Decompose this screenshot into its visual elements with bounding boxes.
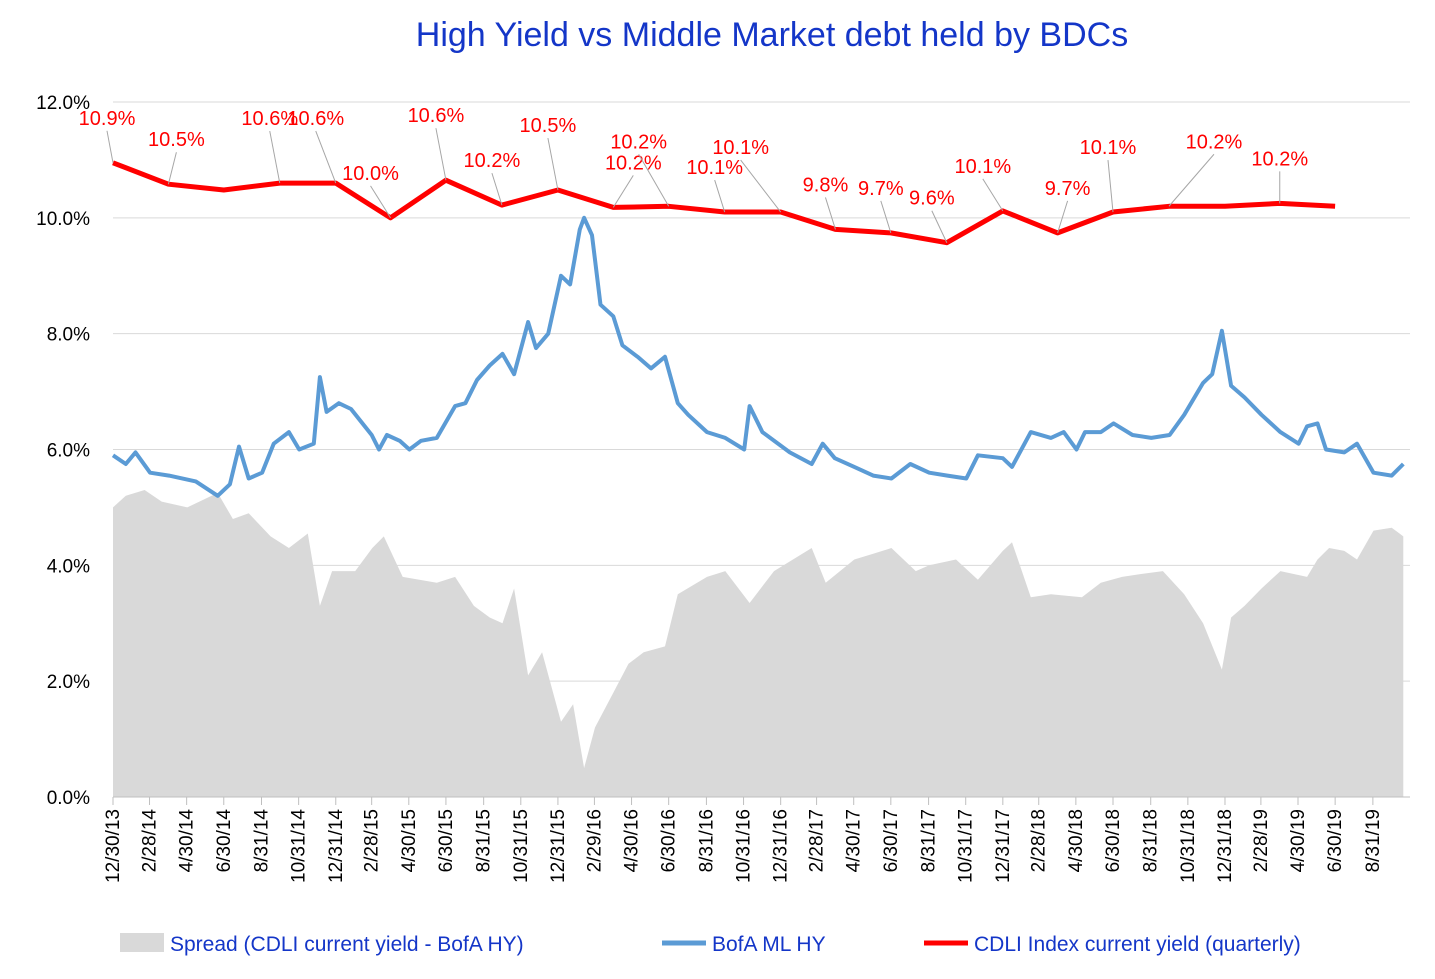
data-label-leader: [931, 210, 948, 243]
data-label: 10.2%: [610, 131, 667, 153]
legend-label-spread: Spread (CDLI current yield - BofA HY): [170, 933, 524, 956]
data-label: 10.9%: [79, 108, 136, 130]
y-axis: 0.0% 2.0% 4.0% 6.0% 8.0% 10.0% 12.0%: [36, 93, 90, 809]
data-label-leader: [370, 185, 391, 219]
spread-area: [113, 490, 1404, 797]
x-tick-label: 8/31/18: [1141, 809, 1162, 872]
data-label: 10.1%: [712, 137, 769, 159]
y-tick-label: 2.0%: [47, 672, 90, 693]
x-tick-label: 10/31/14: [289, 809, 310, 883]
hy-line: [111, 215, 1405, 498]
x-tick-label: 4/30/18: [1066, 809, 1087, 872]
data-label-layer: 10.9%10.5%10.6%10.6%10.0%10.6%10.2%10.5%…: [79, 105, 1308, 243]
x-tick-label: 12/31/17: [993, 809, 1014, 883]
data-label: 9.8%: [803, 174, 849, 196]
data-label: 9.6%: [909, 188, 955, 210]
x-tick-label: 8/31/16: [696, 809, 717, 872]
x-tick-label: 8/31/14: [252, 809, 273, 873]
data-label-leader: [824, 197, 836, 230]
legend: Spread (CDLI current yield - BofA HY) Bo…: [120, 933, 1301, 956]
x-axis: 12/30/13 2/28/14 4/30/14 6/30/14 8/31/14 10/3…: [103, 796, 1410, 883]
hy-line-layer: [111, 215, 1405, 498]
x-tick-label: 10/31/15: [511, 809, 532, 883]
data-label-leader: [638, 154, 670, 207]
data-label-leader: [1107, 159, 1114, 213]
y-tick-label: 0.0%: [47, 788, 90, 809]
x-tick-label: 12/31/16: [771, 809, 792, 883]
data-label-leader: [547, 137, 559, 191]
data-label-leader: [491, 172, 503, 206]
data-label: 9.7%: [858, 178, 904, 200]
data-label-leader: [1057, 200, 1069, 234]
data-label: 10.1%: [686, 157, 743, 179]
x-tick-label: 12/30/13: [103, 809, 124, 883]
data-label-leader: [167, 152, 177, 185]
x-tick-label: 4/30/14: [177, 809, 198, 873]
data-label: 10.1%: [954, 156, 1011, 178]
data-label-leader: [1168, 153, 1215, 207]
data-label-leader: [740, 159, 782, 213]
x-tick-label: 8/31/17: [919, 809, 940, 872]
y-tick-label: 6.0%: [47, 441, 90, 462]
x-tick-label: 4/30/19: [1288, 809, 1309, 872]
x-tick-label: 10/31/16: [734, 809, 755, 883]
data-label: 10.5%: [148, 129, 205, 151]
data-label: 10.6%: [241, 108, 298, 130]
data-label: 10.1%: [1080, 137, 1137, 159]
x-tick-label: 6/30/19: [1325, 809, 1346, 872]
data-label-leader: [435, 128, 447, 181]
data-label-leader: [269, 130, 281, 184]
x-tick-label: 10/31/17: [956, 809, 977, 883]
legend-label-hy: BofA ML HY: [712, 933, 826, 956]
data-label-leader: [714, 179, 726, 213]
x-tick-label: 2/28/14: [140, 809, 161, 873]
x-tick-label: 2/28/19: [1251, 809, 1272, 872]
x-tick-label: 2/28/15: [362, 809, 383, 872]
x-tick-label: 2/29/16: [584, 809, 605, 872]
y-tick-label: 12.0%: [36, 93, 90, 114]
data-label-leader: [315, 130, 337, 184]
y-tick-label: 10.0%: [36, 209, 90, 230]
x-tick-label: 6/30/16: [659, 809, 680, 872]
data-label: 10.5%: [520, 115, 577, 137]
legend-label-cdli: CDLI Index current yield (quarterly): [974, 933, 1301, 956]
x-tick-label: 8/31/15: [474, 809, 495, 872]
data-label-leader: [106, 130, 114, 163]
x-tick-label: 8/31/19: [1363, 809, 1384, 872]
x-tick-label: 12/31/14: [326, 809, 347, 883]
x-tick-label: 6/30/18: [1103, 809, 1124, 872]
y-tick-label: 8.0%: [47, 325, 90, 346]
x-tick-label: 12/31/15: [548, 809, 569, 883]
data-label: 10.6%: [408, 105, 465, 127]
data-label: 10.2%: [605, 152, 662, 174]
data-label: 10.2%: [1186, 131, 1243, 153]
x-tick-label: 12/31/18: [1215, 809, 1236, 883]
data-label-leader: [880, 200, 892, 234]
x-tick-label: 10/31/18: [1178, 809, 1199, 883]
x-tick-label: 6/30/17: [881, 809, 902, 872]
y-tick-label: 4.0%: [47, 556, 90, 577]
x-tick-label: 2/28/18: [1029, 809, 1050, 872]
x-tick-label: 4/30/15: [399, 809, 420, 872]
x-tick-label: 4/30/16: [622, 809, 643, 872]
x-tick-label: 2/28/17: [807, 809, 828, 872]
data-label: 9.7%: [1045, 178, 1091, 200]
data-label: 10.0%: [342, 163, 399, 185]
legend-swatch-spread: [120, 933, 164, 952]
x-tick-label: 6/30/14: [214, 809, 235, 873]
data-label: 10.2%: [1251, 148, 1308, 170]
chart-title: High Yield vs Middle Market debt held by…: [416, 16, 1128, 54]
spread-area-layer: [113, 490, 1404, 797]
x-tick-label: 4/30/17: [844, 809, 865, 872]
data-label-leader: [612, 175, 634, 208]
x-tick-label: 6/30/15: [436, 809, 457, 872]
data-label: 10.6%: [287, 108, 344, 130]
data-label: 10.2%: [464, 150, 521, 172]
data-label-leader: [982, 178, 1004, 212]
